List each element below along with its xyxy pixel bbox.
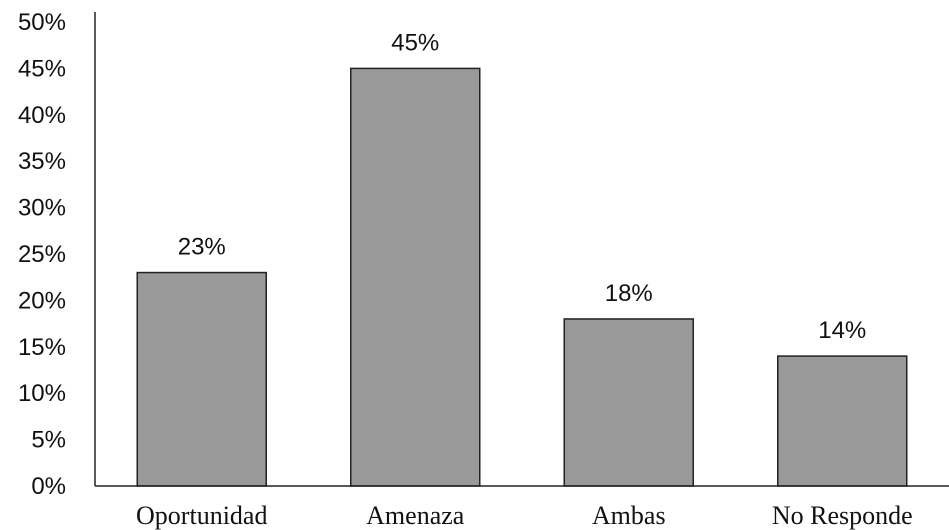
x-axis: Oportunidad Amenaza Ambas No Responde — [95, 485, 949, 530]
data-label: 23% — [178, 234, 226, 261]
x-tick-label: Amenaza — [366, 501, 465, 530]
data-labels: 23% 45% 18% 14% — [178, 29, 867, 344]
y-axis: 0% 5% 10% 15% 20% 25% 30% 35% 40% 45% 50% — [18, 9, 96, 500]
y-tick-label: 30% — [18, 195, 66, 222]
y-tick-label: 25% — [18, 241, 66, 268]
bar-ambas — [563, 318, 694, 487]
y-tick-label: 20% — [18, 287, 66, 314]
y-tick-label: 35% — [18, 148, 66, 175]
y-tick-label: 10% — [18, 380, 66, 407]
x-tick-label: No Responde — [772, 501, 913, 530]
bar-amenaza — [350, 67, 481, 487]
data-label: 45% — [391, 29, 439, 56]
data-label: 18% — [605, 280, 653, 307]
y-tick-label: 50% — [18, 9, 66, 36]
y-tick-label: 0% — [31, 473, 66, 500]
x-tick-label: Ambas — [592, 501, 666, 530]
bars — [136, 67, 908, 487]
y-tick-label: 45% — [18, 55, 66, 82]
bar-no-responde — [777, 355, 908, 487]
y-tick-label: 5% — [31, 427, 66, 454]
data-label: 14% — [818, 317, 866, 344]
x-tick-label: Oportunidad — [136, 501, 267, 530]
bar-oportunidad — [136, 271, 267, 487]
y-tick-label: 15% — [18, 334, 66, 361]
y-tick-label: 40% — [18, 102, 66, 129]
